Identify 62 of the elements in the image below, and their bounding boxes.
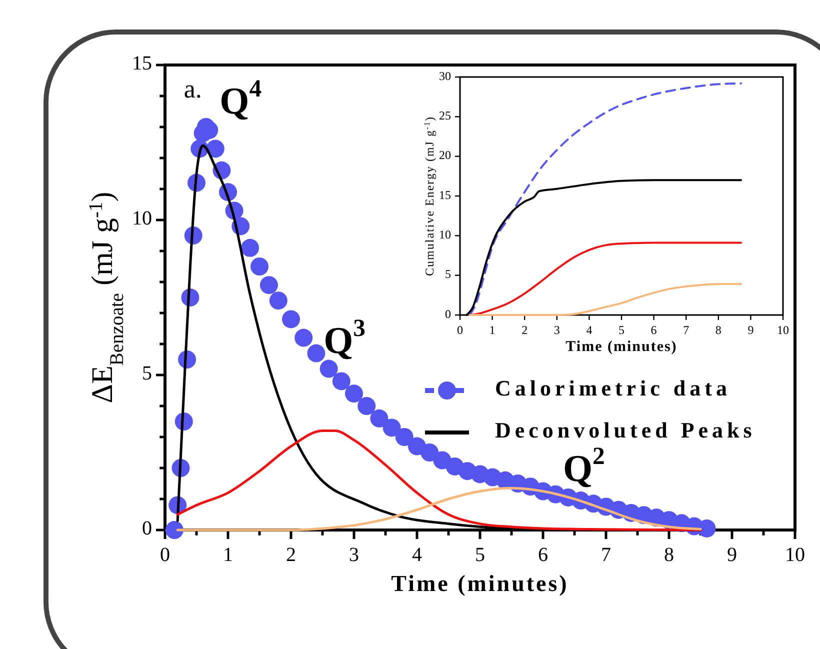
x-axis-title: Time (minutes) <box>566 339 678 356</box>
x-tick-label: 2 <box>286 544 296 566</box>
point <box>241 238 260 257</box>
y-tick-label: 15 <box>439 188 451 202</box>
line-series <box>468 82 742 316</box>
x-tick-label: 7 <box>683 323 690 337</box>
point <box>206 140 224 158</box>
point <box>358 397 376 415</box>
point <box>250 258 268 276</box>
x-tick-label: 4 <box>412 544 422 566</box>
point <box>332 372 350 390</box>
point <box>370 409 388 428</box>
x-tick-label: 3 <box>554 323 560 337</box>
x-tick-label: 7 <box>601 544 611 566</box>
legend-label: Deconvoluted Peaks <box>495 418 756 443</box>
x-tick-label: 6 <box>650 323 657 337</box>
legend-label: Calorimetric data <box>495 376 731 401</box>
x-tick-label: 10 <box>777 323 789 337</box>
y-tick-label: 20 <box>439 148 451 162</box>
x-tick-label: 9 <box>748 323 754 337</box>
x-tick-label: 3 <box>349 544 359 566</box>
y-tick-label: 15 <box>132 52 152 75</box>
point <box>307 344 326 362</box>
point <box>382 418 401 437</box>
point <box>420 444 439 462</box>
x-tick-label: 10 <box>785 544 805 566</box>
x-tick-label: 9 <box>727 544 737 566</box>
point <box>282 310 300 328</box>
annotation: a. <box>184 74 202 104</box>
y-tick-label: 0 <box>445 306 451 321</box>
y-tick-label: 5 <box>142 362 152 385</box>
annotation: Q$^{2}$ <box>562 443 605 490</box>
x-tick-label: 5 <box>618 323 624 337</box>
y-tick-label: 5 <box>445 267 451 282</box>
x-tick-label: 4 <box>586 323 592 337</box>
annotation: Q$^{4}$ <box>220 76 262 122</box>
x-tick-label: 8 <box>664 544 674 566</box>
x-tick-label: 0 <box>457 323 463 337</box>
y-tick-label: 30 <box>439 68 451 83</box>
point <box>294 328 313 347</box>
x-tick-label: 0 <box>160 544 170 566</box>
point <box>320 360 338 378</box>
point <box>345 384 363 403</box>
x-tick-label: 1 <box>489 323 496 337</box>
x-tick-label: 6 <box>538 544 548 566</box>
y-tick-label: 10 <box>132 208 152 230</box>
annotation: Q$^{3}$ <box>324 315 366 362</box>
x-tick-label: 8 <box>715 323 722 337</box>
point <box>260 276 278 294</box>
point <box>698 519 716 538</box>
y-tick-label: 10 <box>439 227 451 242</box>
x-axis-title: Time (minutes) <box>391 571 569 596</box>
x-tick-label: 2 <box>522 323 528 337</box>
line-series <box>468 283 742 316</box>
point <box>269 292 288 310</box>
x-tick-label: 1 <box>223 544 233 566</box>
x-tick-label: 5 <box>475 544 485 566</box>
point <box>165 521 184 539</box>
point <box>395 428 414 446</box>
y-tick-label: 0 <box>142 518 152 540</box>
line-series <box>468 242 742 316</box>
y-tick-label: 25 <box>439 108 451 122</box>
